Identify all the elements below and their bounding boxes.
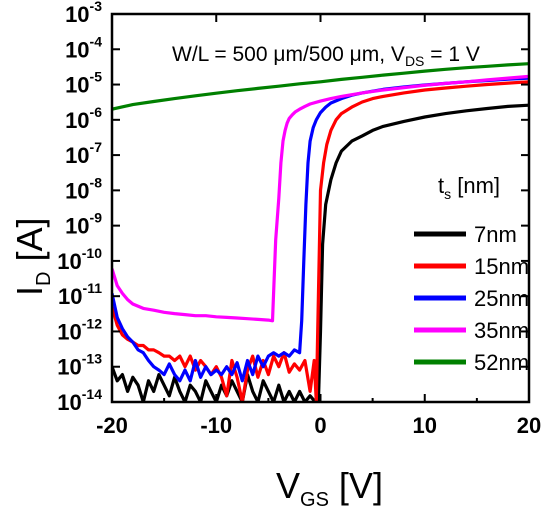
legend-label-25nm: 25nm xyxy=(474,286,529,311)
y-tick-label: 10-10 xyxy=(57,245,102,274)
y-tick-label: 10-13 xyxy=(57,351,102,380)
legend-entries: 7nm 15nm 25nm 35nm 52nm xyxy=(414,222,529,375)
series-line-52nm xyxy=(112,62,529,111)
x-tick-label: 20 xyxy=(517,413,541,438)
y-tick-label: 10-12 xyxy=(57,315,102,344)
annotation: W/L = 500 μm/500 μm, VDS = 1 V xyxy=(172,43,480,69)
x-axis-title-tail: [V] xyxy=(329,465,383,506)
y-axis-title-main: I xyxy=(9,286,50,296)
annotation-main: W/L = 500 μm/500 μm, V xyxy=(172,43,405,66)
x-tick-label: 10 xyxy=(413,413,437,438)
y-axis-title-sub: D xyxy=(33,272,55,286)
series-layer xyxy=(112,62,529,402)
x-axis-title-main: V xyxy=(276,465,300,506)
legend-label-52nm: 52nm xyxy=(474,350,529,375)
x-axis-title-sub: GS xyxy=(300,489,329,511)
x-tick-label: -10 xyxy=(200,413,232,438)
series-line-15nm xyxy=(112,80,529,402)
series-line-35nm xyxy=(112,74,529,323)
y-tick-label: 10-9 xyxy=(65,210,102,239)
series-line-7nm xyxy=(112,103,529,402)
y-tick-label: 10-11 xyxy=(58,280,102,309)
legend-label-15nm: 15nm xyxy=(474,254,529,279)
y-tick-label: 10-14 xyxy=(57,386,102,415)
annotation-sub: DS xyxy=(405,53,424,69)
ticks-layer: -20 -10 0 10 20 10-14 10-13 10-12 10-11 10-10 10-9… xyxy=(57,0,541,438)
legend-title-sub: s xyxy=(444,186,451,202)
x-tick-label: 0 xyxy=(314,413,326,438)
y-tick-label: 10-4 xyxy=(65,33,102,62)
y-axis-title: ID [A] xyxy=(9,218,55,297)
legend-title: ts [nm] xyxy=(438,173,500,202)
y-tick-label: 10-5 xyxy=(65,69,102,98)
y-tick-label: 10-7 xyxy=(65,139,102,168)
legend-label-7nm: 7nm xyxy=(474,222,517,247)
y-tick-label: 10-8 xyxy=(65,174,102,203)
legend-label-35nm: 35nm xyxy=(474,318,529,343)
y-tick-label: 10-3 xyxy=(65,0,102,27)
legend-title-tail: [nm] xyxy=(451,173,500,198)
legend-title-main: t xyxy=(438,173,444,198)
x-tick-label: -20 xyxy=(96,413,128,438)
x-axis-title: VGS [V] xyxy=(276,465,383,511)
y-axis-title-tail: [A] xyxy=(9,218,50,272)
legend: ts [nm] 7nm 15nm 25nm 35nm 52nm xyxy=(414,173,529,375)
annotation-tail: = 1 V xyxy=(424,43,479,66)
y-tick-label: 10-6 xyxy=(65,104,102,133)
